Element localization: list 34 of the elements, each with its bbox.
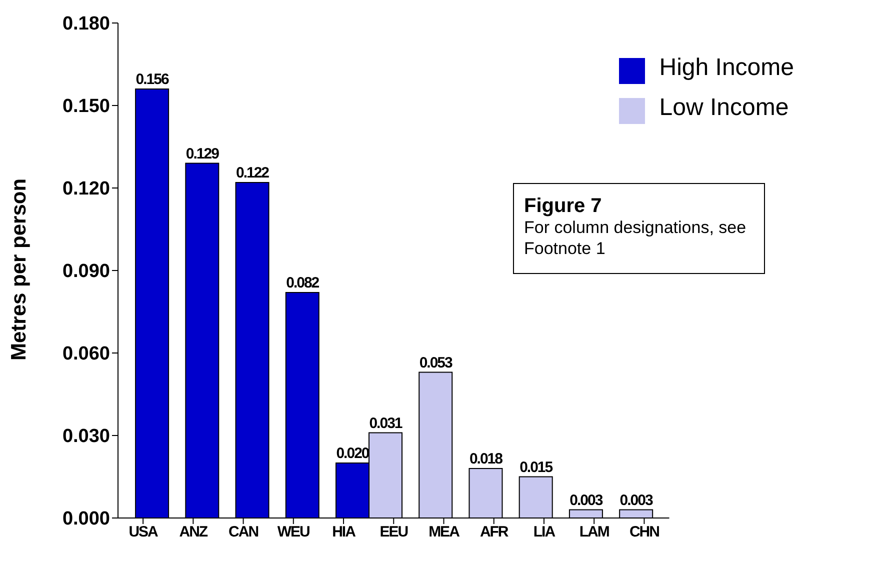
data-label: 0.053 — [419, 354, 453, 372]
y-tick-label: 0.150 — [62, 96, 110, 118]
y-tick-label: 0.030 — [62, 426, 110, 448]
data-label: 0.082 — [286, 274, 320, 292]
x-tick-label: MEA — [428, 524, 460, 541]
data-label: 0.156 — [136, 71, 169, 88]
annotation: Figure 7 — [524, 195, 603, 217]
legend-label: Low Income — [659, 94, 789, 121]
x-tick-label: CHN — [629, 524, 660, 541]
x-tick-label: HIA — [332, 524, 356, 541]
legend-label: High Income — [659, 54, 794, 81]
y-tick-label: 0.180 — [62, 14, 110, 35]
x-tick-label: AFR — [480, 524, 509, 541]
y-tick-label: 0.060 — [62, 344, 110, 365]
annotation: For column designations, see Footnote 1 — [524, 217, 748, 259]
x-tick-label: USA — [128, 524, 159, 541]
x-tick-label: LIA — [533, 524, 556, 541]
data-label: 0.018 — [469, 450, 503, 468]
data-label: 0.020 — [336, 445, 370, 462]
data-label: 0.122 — [236, 164, 270, 182]
y-tick-label: 0.090 — [62, 261, 110, 282]
x-tick-label: ANZ — [179, 524, 208, 541]
data-label: 0.003 — [570, 492, 603, 509]
data-label: 0.003 — [620, 492, 653, 509]
data-label: 0.031 — [369, 414, 402, 432]
x-tick-label: EEU — [380, 524, 408, 541]
x-tick-label: LAM — [579, 524, 610, 541]
data-label: 0.129 — [186, 145, 220, 162]
y-axis-title: Metres per person — [7, 178, 30, 360]
y-tick-label: 0.000 — [62, 508, 110, 530]
x-tick-label: CAN — [228, 524, 258, 541]
data-label: 0.015 — [520, 458, 553, 476]
x-tick-label: WEU — [277, 524, 310, 541]
y-tick-label: 0.120 — [62, 178, 110, 200]
